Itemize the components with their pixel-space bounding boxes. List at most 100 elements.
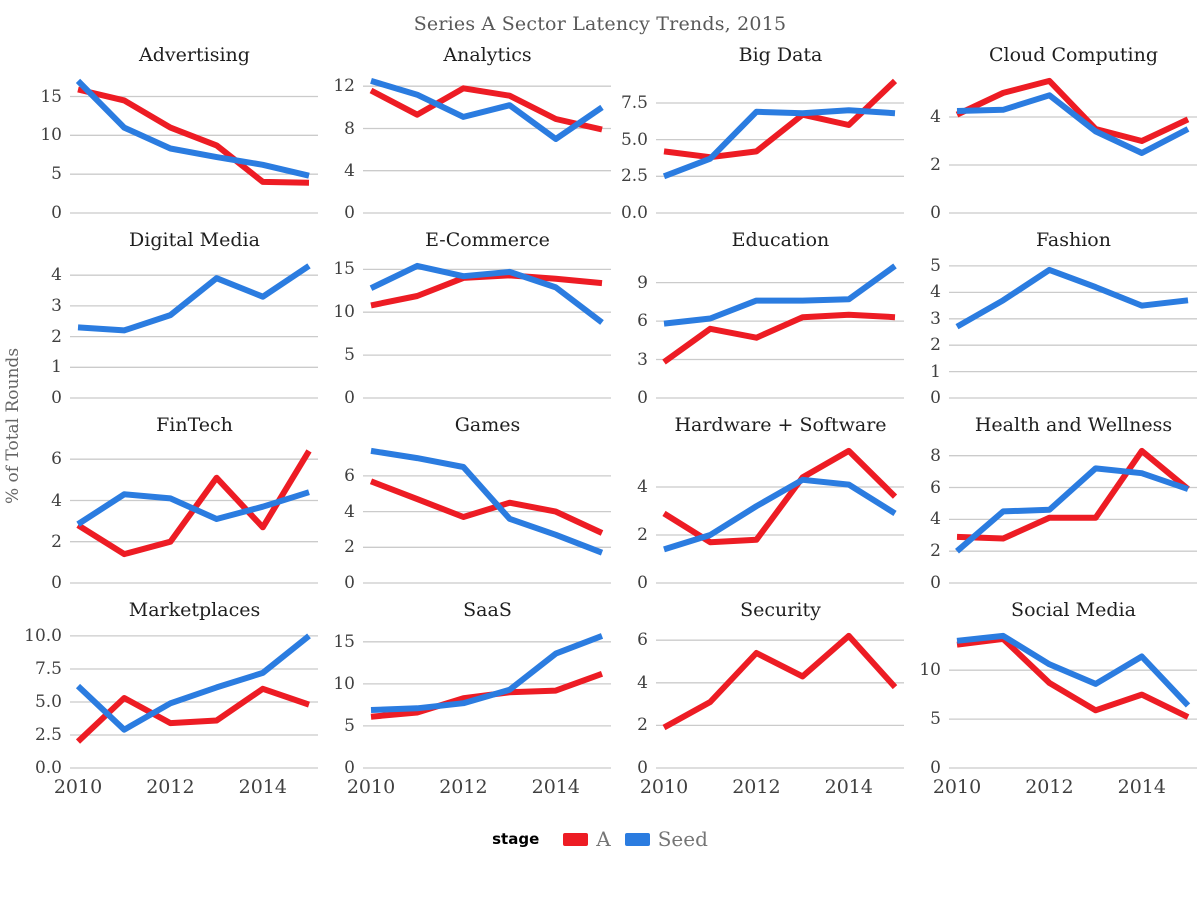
y-tick-label: 12 (333, 76, 355, 97)
y-tick-label: 5.0 (34, 692, 62, 712)
y-tick-label: 10 (40, 125, 62, 146)
line-a (370, 272, 603, 309)
plot-area (656, 71, 904, 218)
plot-canvas (363, 633, 611, 769)
line-seed (663, 476, 897, 553)
y-tick-label: 0 (344, 758, 355, 778)
plot-area (949, 441, 1197, 588)
line-seed (76, 489, 310, 527)
x-tick-label: 2010 (346, 776, 396, 798)
subplot-games: Games 0 2 4 6 (319, 412, 612, 593)
plot-canvas (70, 263, 318, 399)
line-a (662, 311, 896, 365)
y-axis-ticks: 0 5 10 15 (26, 71, 70, 224)
legend-entries: A Seed (549, 827, 708, 851)
figure-title: Series A Sector Latency Trends, 2015 (413, 13, 787, 35)
y-tick-label: 2.5 (34, 725, 62, 745)
legend-entry-label: Seed (657, 827, 708, 851)
legend-title: stage (492, 830, 540, 848)
x-tick-label: 2010 (639, 776, 689, 798)
subplot-title: Advertising (139, 44, 250, 66)
y-tick-label: 0 (51, 203, 62, 223)
y-tick-label: 4 (930, 509, 941, 530)
subplot-title: E-Commerce (425, 229, 550, 251)
y-axis-ticks: 0 5 10 15 (319, 626, 363, 778)
y-tick-label: 8 (930, 445, 941, 466)
plot-canvas (363, 447, 611, 584)
y-axis-ticks: 0 2 4 6 8 (905, 441, 949, 593)
y-tick-label: 2 (637, 715, 648, 736)
subplot-title: Education (731, 229, 830, 251)
y-axis-ticks: 0 2 4 6 (612, 626, 656, 778)
subplot-title: FinTech (156, 414, 233, 436)
y-tick-label: 6 (637, 311, 648, 332)
subplot-title: Digital Media (129, 229, 260, 251)
y-tick-label: 6 (344, 465, 355, 486)
subplot-social-media: Social Media 0 5 10 2010 2012 2014 (905, 597, 1198, 800)
y-tick-label: 5 (344, 345, 355, 366)
subplot-big-data: Big Data 0.0 2.5 5.0 7.5 (612, 42, 905, 223)
y-tick-label: 10 (333, 673, 355, 694)
subplot-cloud-computing: Cloud Computing 0 2 4 (905, 42, 1198, 223)
plot-area (363, 626, 611, 773)
legend-entry-seed: Seed (611, 827, 708, 851)
line-seed (75, 633, 311, 733)
y-tick-label: 0 (637, 758, 648, 778)
x-tick-label: 2012 (1025, 776, 1074, 798)
subplot-title: Marketplaces (128, 599, 261, 621)
subplot-title: Big Data (738, 44, 823, 66)
y-tick-label: 2 (637, 525, 648, 545)
y-tick-label: 5 (930, 709, 941, 730)
line-seed (663, 263, 897, 327)
y-axis-ticks: 0 1 2 3 4 (26, 256, 70, 408)
line-a (956, 447, 1190, 542)
y-tick-label: 0 (637, 388, 648, 408)
plot-canvas (70, 633, 318, 769)
x-tick-label: 2014 (824, 776, 873, 798)
plot-canvas (949, 632, 1197, 769)
y-tick-label: 0 (930, 388, 941, 408)
y-tick-label: 7.5 (620, 93, 648, 113)
plot-canvas (656, 447, 904, 584)
subplot-title: Hardware + Software (674, 414, 887, 436)
plot-canvas (656, 78, 904, 214)
y-axis-ticks: 0 5 10 15 (319, 256, 363, 408)
y-tick-label: 4 (51, 265, 62, 286)
subplot-e-commerce: E-Commerce 0 5 10 15 (319, 227, 612, 408)
plot-canvas (949, 447, 1197, 584)
line-a (77, 86, 310, 186)
line-a (369, 85, 603, 133)
subplot-title: Fashion (1036, 229, 1111, 251)
plot-canvas (363, 78, 611, 214)
plot-area (70, 256, 318, 403)
y-tick-label: 2 (51, 531, 62, 552)
x-tick-label: 2012 (439, 776, 488, 798)
subplot-title: Health and Wellness (974, 414, 1173, 436)
y-tick-label: 4 (51, 490, 62, 511)
y-tick-label: 9 (637, 272, 648, 293)
plot-canvas (656, 263, 904, 399)
line-seed (369, 262, 604, 325)
y-axis-ticks: 0.0 2.5 5.0 7.5 10.0 (24, 625, 70, 778)
subplot-security: Security 0 2 4 6 2010 2012 2014 (612, 597, 905, 800)
x-axis-ticks: 2010 2012 2014 (933, 773, 1197, 800)
y-tick-label: 6 (51, 449, 62, 470)
y-tick-label: 10.0 (24, 625, 62, 646)
line-a (75, 685, 310, 744)
y-tick-label: 3 (637, 349, 648, 370)
y-tick-label: 4 (930, 107, 941, 127)
y-tick-label: 2.5 (620, 166, 648, 187)
legend-entry-a: A (549, 827, 611, 851)
x-tick-label: 2014 (531, 776, 580, 798)
y-tick-label: 3 (930, 308, 941, 329)
x-tick-label: 2010 (53, 776, 103, 798)
x-tick-label: 2012 (146, 776, 195, 798)
x-tick-label: 2010 (932, 776, 982, 798)
plot-area (363, 71, 611, 218)
subplot-title: Games (454, 414, 521, 436)
y-tick-label: 15 (333, 259, 355, 280)
y-tick-label: 5 (51, 164, 62, 185)
subplot-marketplaces: Marketplaces 0.0 2.5 5.0 7.5 10.0 2010 2012 2014 (24, 597, 319, 800)
line-a (663, 78, 898, 161)
y-tick-label: 2 (51, 326, 62, 347)
